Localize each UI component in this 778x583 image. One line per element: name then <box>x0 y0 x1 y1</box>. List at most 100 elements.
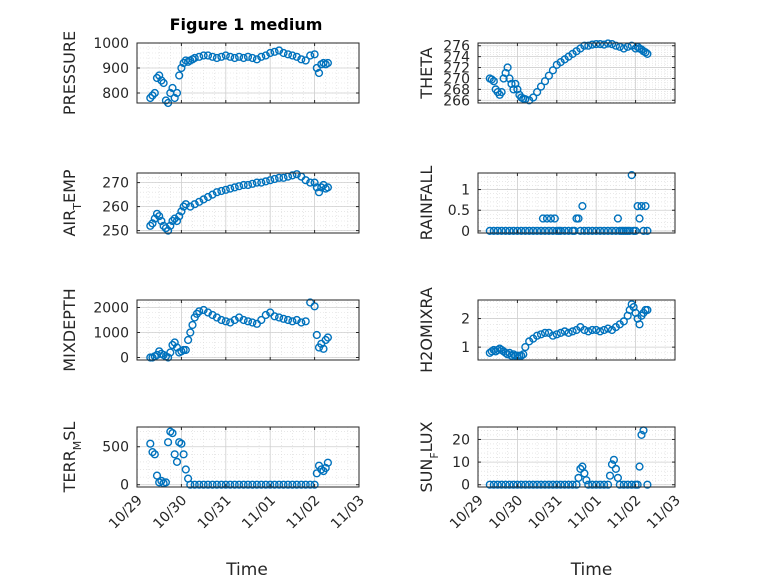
data-point <box>297 318 306 327</box>
data-point <box>323 183 333 192</box>
data-point <box>168 83 177 93</box>
y-tick-label: 1 <box>461 340 470 356</box>
axes-box <box>477 172 676 234</box>
data-point <box>633 480 642 489</box>
data-point <box>625 226 634 236</box>
figure-title: Figure 1 medium <box>170 15 323 34</box>
series-sun_flux <box>485 426 652 489</box>
data-point <box>217 52 226 61</box>
data-point <box>310 50 319 59</box>
data-point <box>641 48 650 57</box>
data-point <box>568 480 577 489</box>
data-point <box>164 438 173 447</box>
y-tick-label: 2000 <box>93 301 129 317</box>
y-axis-label: AIRTEMP <box>60 169 84 236</box>
data-point <box>292 52 301 61</box>
data-point <box>279 48 288 58</box>
data-point <box>536 82 546 91</box>
data-point <box>306 480 315 489</box>
data-point <box>203 480 213 489</box>
data-point <box>170 338 179 347</box>
data-point <box>592 39 601 49</box>
series-pressure <box>146 46 333 108</box>
data-point <box>148 91 157 100</box>
y-tick-label: 260 <box>102 200 129 216</box>
data-point <box>314 188 324 197</box>
data-point <box>275 480 284 489</box>
x-tick-label: 10/29 <box>106 493 146 533</box>
data-point <box>580 325 589 335</box>
data-point <box>179 450 188 459</box>
data-point <box>199 51 208 60</box>
data-point <box>152 209 162 218</box>
data-point <box>323 458 333 467</box>
data-point <box>611 41 621 50</box>
data-point <box>248 179 257 188</box>
data-point <box>146 221 155 230</box>
data-point <box>152 73 162 83</box>
y-axis-label: TERRMSL <box>60 422 84 494</box>
data-point <box>497 87 506 97</box>
data-point <box>184 335 193 345</box>
data-point <box>239 180 248 190</box>
data-point <box>248 53 257 63</box>
data-point <box>560 327 569 336</box>
x-axis-label: Time <box>225 560 268 580</box>
data-point <box>146 439 155 448</box>
data-point <box>552 480 561 489</box>
data-point <box>532 331 542 340</box>
data-point <box>578 202 587 211</box>
data-point <box>580 41 589 50</box>
data-point <box>226 52 235 61</box>
data-point <box>631 226 640 236</box>
data-point <box>599 40 609 49</box>
data-point <box>226 318 235 327</box>
series-mixdepth <box>146 298 333 362</box>
data-point <box>252 178 262 187</box>
data-point <box>580 226 589 236</box>
x-axis-label: Time <box>570 560 613 580</box>
data-point <box>186 480 195 489</box>
data-point <box>635 462 644 471</box>
data-point <box>230 315 239 325</box>
x-tick-label: 11/01 <box>239 493 279 533</box>
data-point <box>501 480 510 489</box>
data-point <box>190 53 199 63</box>
data-point <box>641 202 650 211</box>
x-tick-label: 10/31 <box>195 493 235 533</box>
data-point <box>603 324 613 333</box>
data-point <box>283 315 293 325</box>
y-tick-label: 270 <box>443 71 470 87</box>
data-point <box>521 480 530 489</box>
data-point <box>529 93 538 102</box>
data-point <box>505 74 514 83</box>
data-point <box>607 39 617 49</box>
data-point <box>235 52 244 61</box>
data-point <box>252 480 262 489</box>
data-point <box>146 93 155 103</box>
axes-box <box>477 299 676 361</box>
data-point <box>177 439 186 448</box>
data-point <box>503 350 512 359</box>
x-tick-label: 10/29 <box>447 493 487 533</box>
data-point <box>208 310 217 320</box>
data-point <box>540 226 550 236</box>
data-point <box>270 47 279 56</box>
data-point <box>619 480 628 489</box>
data-point <box>576 464 585 474</box>
data-point <box>613 214 623 223</box>
data-point <box>584 41 593 50</box>
data-point <box>208 52 217 61</box>
data-point <box>301 176 310 185</box>
data-point <box>544 226 554 236</box>
data-point <box>532 87 542 97</box>
data-point <box>170 450 179 459</box>
data-point <box>548 331 558 340</box>
data-point <box>161 96 171 105</box>
data-point <box>150 88 159 98</box>
data-point <box>175 71 184 80</box>
data-point <box>509 85 518 94</box>
data-point <box>517 351 526 360</box>
data-point <box>177 63 186 73</box>
data-point <box>155 71 164 80</box>
